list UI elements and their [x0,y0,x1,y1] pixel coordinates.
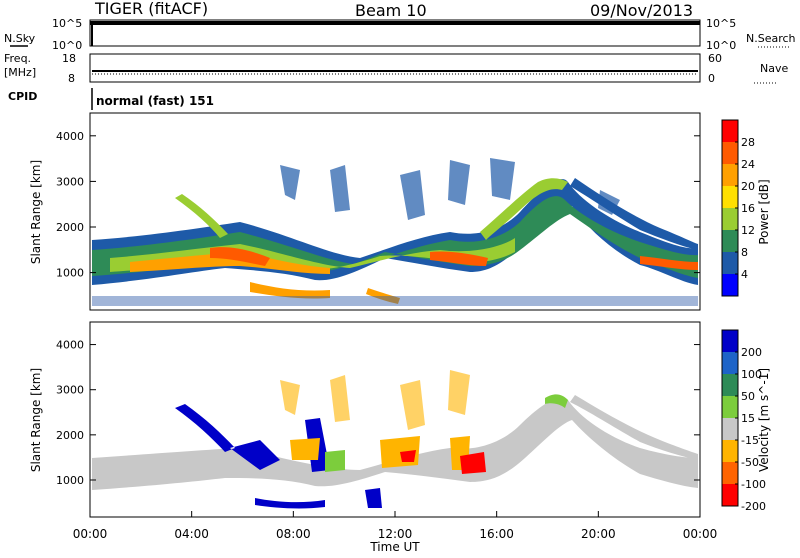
velocity-colorbar-label: Velocity [m s^-1] [757,368,771,472]
velocity-yticks: 1000 2000 3000 4000 [56,339,700,487]
xtick-label: 16:00 [479,527,514,541]
noise-left-tick-top: 10^5 [52,17,82,30]
power-colorbar-tick-label: 28 [741,136,755,149]
freq-left-tick-bottom: 8 [68,72,75,85]
nsky-label: N.Sky [4,32,36,45]
velocity-colorbar-tick-label: -200 [741,500,766,513]
power-scatter [280,158,620,220]
noise-left-tick-bottom: 10^0 [52,39,82,52]
power-colorbar: 28 24 20 16 12 8 4 [721,119,755,297]
cpid-value: normal (fast) 151 [96,94,214,108]
power-colorbar-swatch [722,252,738,274]
velocity-colorbar-tick-label: 100 [741,368,762,381]
xtick-label: 12:00 [378,527,413,541]
power-yticks: 1000 2000 3000 4000 [56,130,700,280]
power-colorbar-swatch [722,142,738,164]
velocity-colorbar-tick-label: 200 [741,346,762,359]
velocity-ytick-label: 1000 [56,474,84,487]
velocity-data [92,370,698,509]
xtick-label: 00:00 [683,527,718,541]
velocity-colorbar-swatch [722,462,738,484]
velocity-colorbar-swatch [722,396,738,418]
nave-label: Nave [760,62,788,75]
power-band-peak [210,247,698,270]
velocity-colorbar-swatch [722,330,738,352]
xtick-label: 20:00 [581,527,616,541]
power-colorbar-tick-label: 8 [741,246,748,259]
velocity-ylabel: Slant Range [km] [29,368,43,472]
power-near-range [92,296,698,306]
freq-left-tick-top: 18 [62,52,76,65]
velocity-ytick-label: 3000 [56,384,84,397]
velocity-ground-scatter [92,397,698,490]
xtick-label: 08:00 [276,527,311,541]
power-colorbar-tick-label: 12 [741,224,755,237]
velocity-colorbar-tick-label: 15 [741,412,755,425]
power-ytick-label: 4000 [56,130,84,143]
power-ytick-label: 1000 [56,267,84,280]
velocity-colorbar-swatch [722,418,738,440]
x-ticks: 00:00 04:00 08:00 12:00 16:00 20:00 00:00 [73,511,718,541]
x-axis-label: Time UT [369,540,420,554]
velocity-negative-band [175,404,382,509]
date-title: 09/Nov/2013 [590,1,693,20]
noise-right-tick-top: 10^5 [706,17,736,30]
velocity-colorbar: 200 100 50 15 -15 -50 -100 -200 [721,329,766,513]
velocity-red-patches [400,450,486,474]
xtick-label: 04:00 [174,527,209,541]
velocity-colorbar-tick-label: 50 [741,390,755,403]
power-colorbar-swatch [722,230,738,252]
power-band-hot [130,252,330,274]
power-colorbar-tick-label: 16 [741,202,755,215]
power-colorbar-tick-label: 4 [741,268,748,281]
cpid-label: CPID [8,90,37,103]
power-colorbar-tick-label: 24 [741,158,755,171]
velocity-colorbar-swatch [722,374,738,396]
velocity-colorbar-tick-label: -50 [741,456,759,469]
power-colorbar-swatch [722,274,738,296]
power-ylabel: Slant Range [km] [29,160,43,264]
power-ytick-label: 3000 [56,175,84,188]
freq-right-tick-top: 60 [708,52,722,65]
power-colorbar-tick-label: 20 [741,180,755,193]
power-lower-band [250,282,400,304]
velocity-upper-arc [570,395,698,460]
freq-unit-label: [MHz] [4,66,36,79]
velocity-colorbar-swatch [722,440,738,462]
cpid-row: CPID normal (fast) 151 [8,88,214,110]
xtick-label: 00:00 [73,527,108,541]
freq-right-tick-bottom: 0 [708,72,715,85]
freq-label: Freq. [4,52,31,65]
beam-title: Beam 10 [355,1,427,20]
power-colorbar-swatch [722,208,738,230]
power-colorbar-swatch [722,120,738,142]
velocity-ytick-label: 4000 [56,339,84,352]
nsearch-label: N.Search [746,32,796,45]
noise-strip-trace [90,21,700,25]
power-panel: Slant Range [km] 1000 2000 3000 4000 [29,112,701,311]
noise-strip: 10^5 10^0 10^5 10^0 N.Sky N.Search [4,17,796,52]
velocity-colorbar-tick-label: -100 [741,478,766,491]
velocity-colorbar-swatch [722,352,738,374]
station-title: TIGER (fitACF) [94,0,208,18]
velocity-upper-scatter [280,370,470,430]
power-colorbar-swatch [722,164,738,186]
velocity-orange-patches [290,436,470,470]
power-ytick-label: 2000 [56,221,84,234]
frequency-strip-frame [89,53,701,83]
velocity-ytick-label: 2000 [56,429,84,442]
velocity-colorbar-tick-label: -15 [741,434,759,447]
power-colorbar-label: Power [dB] [757,179,771,244]
power-colorbar-swatch [722,186,738,208]
frequency-strip: 18 8 60 0 Freq. [MHz] Nave [4,52,788,85]
power-data [92,158,698,306]
noise-right-tick-bottom: 10^0 [706,39,736,52]
velocity-colorbar-swatch [722,484,738,506]
